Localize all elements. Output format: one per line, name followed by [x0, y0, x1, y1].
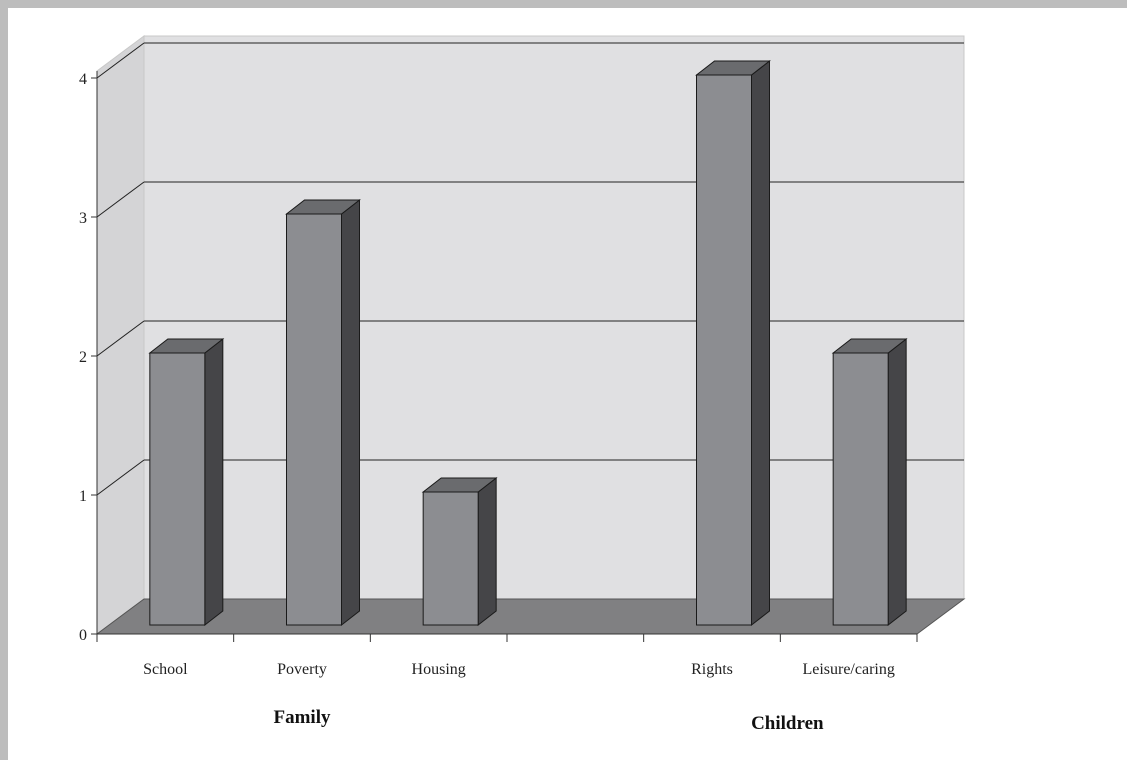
bar-side — [887, 337, 907, 627]
bar-side — [341, 198, 360, 627]
group-label-family: Family — [274, 707, 331, 728]
bar-leisure-caring — [831, 337, 908, 627]
group-label-children: Children — [751, 713, 824, 734]
group-labels: Family Children — [274, 707, 825, 734]
bar-front — [149, 352, 206, 626]
gridlines — [96, 42, 964, 496]
bar-school — [148, 337, 225, 627]
x-tick-labels: School Poverty Housing Rights Leisure/caring — [143, 661, 895, 678]
gridline-side — [96, 181, 145, 218]
x-tick-label: Poverty — [277, 661, 327, 678]
bar-front — [832, 352, 889, 626]
bar-chart-3d: 0 1 2 3 4 School Poverty Housing Rights Leisure/… — [79, 35, 966, 734]
bar-side — [204, 337, 224, 627]
x-tick-label: Housing — [412, 661, 466, 678]
y-tick-label: 1 — [79, 488, 87, 505]
y-tick-label: 0 — [79, 627, 87, 644]
bar-housing — [421, 476, 498, 627]
bar-side — [751, 59, 770, 627]
y-tick-label: 4 — [79, 71, 87, 88]
x-tick-label: School — [143, 661, 188, 678]
axes — [91, 71, 918, 642]
y-tick-labels: 0 1 2 3 4 — [79, 71, 87, 644]
bar-side — [477, 476, 497, 627]
bar-front — [422, 491, 479, 626]
x-tick-label: Rights — [691, 661, 733, 678]
gridline-side — [96, 42, 145, 79]
bar-front — [696, 74, 752, 626]
chart-side-wall — [96, 35, 145, 635]
bar-front — [286, 213, 342, 626]
bar-rights — [695, 59, 771, 627]
gridline-side — [96, 320, 145, 357]
bars — [148, 59, 908, 627]
gridline-side — [96, 459, 145, 496]
x-tick-label: Leisure/caring — [802, 661, 894, 678]
bar-poverty — [285, 198, 361, 627]
y-tick-label: 2 — [79, 349, 87, 366]
y-tick-label: 3 — [79, 210, 87, 227]
